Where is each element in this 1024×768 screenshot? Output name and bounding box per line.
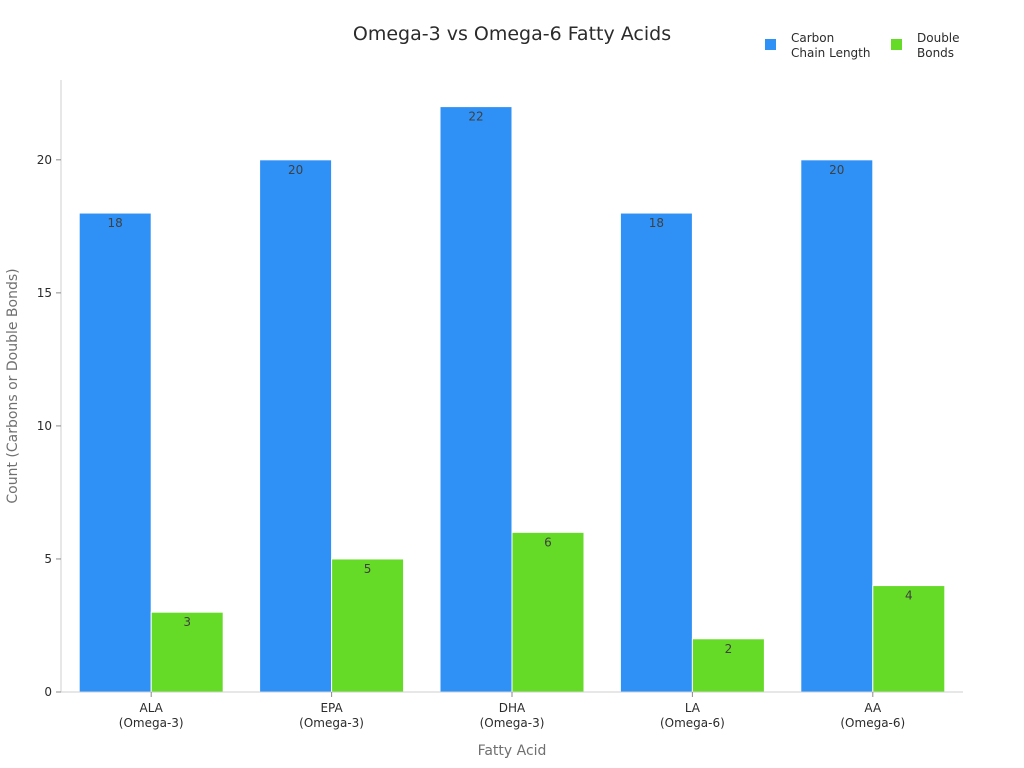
bar-value-label: 20	[829, 163, 844, 177]
y-axis: 0 5 10 15 20	[37, 80, 62, 699]
legend-swatch	[891, 39, 902, 50]
x-axis: ALA(Omega-3)EPA(Omega-3)DHA(Omega-3)LA(O…	[61, 691, 963, 730]
legend-label: Carbon	[791, 31, 834, 45]
x-tick-label: AA	[864, 701, 882, 715]
bar	[259, 159, 333, 693]
legend-label: Double	[917, 31, 960, 45]
x-tick-label: (Omega-3)	[299, 716, 364, 730]
y-tick-label: 5	[44, 552, 52, 566]
legend-label: Chain Length	[791, 46, 870, 60]
x-tick-label: EPA	[320, 701, 343, 715]
bar	[619, 212, 693, 693]
x-tick-label: (Omega-6)	[840, 716, 905, 730]
x-tick-label: (Omega-3)	[480, 716, 545, 730]
y-tick-label: 20	[37, 153, 52, 167]
bar	[691, 638, 765, 693]
bar-value-label: 3	[183, 615, 191, 629]
x-tick-label: (Omega-3)	[119, 716, 184, 730]
x-tick-label: DHA	[499, 701, 526, 715]
bar-value-label: 5	[364, 562, 372, 576]
bar-group: 18 3 20 5 22 6 18 2 20 4	[78, 106, 946, 693]
y-tick-label: 0	[44, 685, 52, 699]
bar-value-label: 4	[905, 589, 913, 603]
x-tick-label: ALA	[140, 701, 164, 715]
bar-value-label: 22	[468, 110, 483, 124]
bar	[331, 558, 405, 693]
bar	[78, 212, 152, 693]
y-tick-label: 10	[37, 419, 52, 433]
legend-swatch	[765, 39, 776, 50]
bar-value-label: 18	[108, 216, 123, 230]
bar	[872, 585, 946, 693]
x-tick-label: LA	[685, 701, 701, 715]
bar-value-label: 18	[649, 216, 664, 230]
x-axis-title: Fatty Acid	[478, 743, 547, 759]
x-tick-label: (Omega-6)	[660, 716, 725, 730]
bar-value-label: 2	[725, 642, 733, 656]
bar	[439, 106, 513, 693]
y-tick-label: 15	[37, 286, 52, 300]
y-axis-title: Count (Carbons or Double Bonds)	[5, 268, 21, 503]
bar-value-label: 6	[544, 535, 552, 549]
chart-title: Omega-3 vs Omega-6 Fatty Acids	[353, 23, 671, 45]
bar-value-label: 20	[288, 163, 303, 177]
legend-label: Bonds	[917, 46, 954, 60]
bar	[511, 531, 585, 693]
bar	[800, 159, 874, 693]
